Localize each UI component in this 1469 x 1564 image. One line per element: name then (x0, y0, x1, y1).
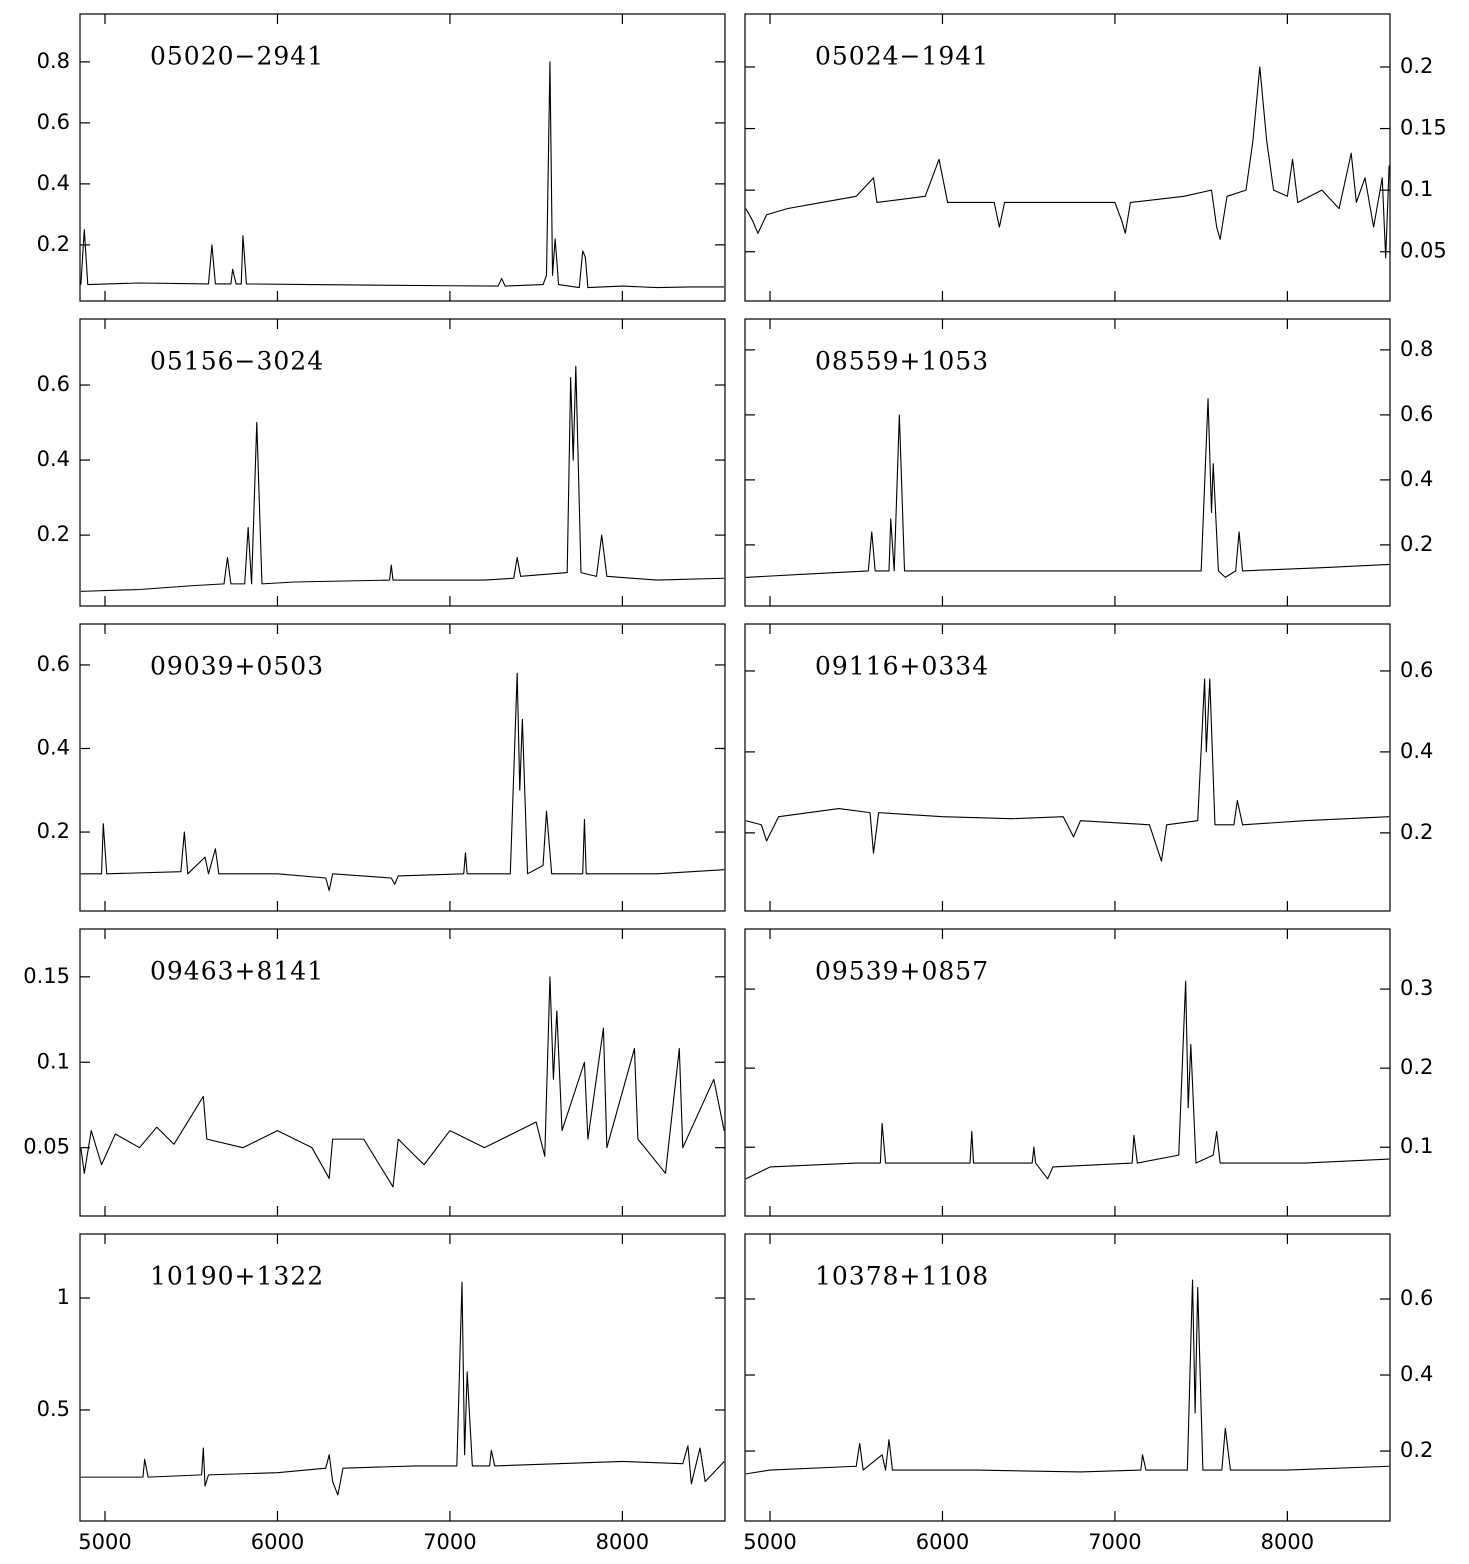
panel-title: 09539+0857 (815, 957, 989, 986)
y-tick-label: 0.6 (37, 372, 70, 396)
x-tick-label: 8000 (1261, 1530, 1314, 1554)
y-tick-label: 0.15 (23, 964, 70, 988)
y-tick-label: 0.2 (1400, 54, 1433, 78)
y-tick-label: 0.4 (37, 447, 70, 471)
spectrum-line (80, 976, 725, 1188)
spectrum-line (745, 66, 1390, 259)
y-tick-label: 0.2 (1400, 1438, 1433, 1462)
y-tick-label: 0.2 (1400, 1055, 1433, 1079)
panel-frame (79, 1233, 726, 1522)
panel-title: 10378+1108 (815, 1262, 989, 1291)
y-tick-label: 0.05 (1400, 239, 1447, 263)
y-tick-label: 0.05 (23, 1135, 70, 1159)
y-tick-label: 0.2 (1400, 532, 1433, 556)
y-tick-label: 0.6 (1400, 402, 1433, 426)
panel-frame (79, 13, 726, 302)
panel-frame (79, 928, 726, 1217)
y-tick-label: 0.4 (1400, 1362, 1433, 1386)
y-tick-label: 0.4 (37, 735, 70, 759)
y-tick-label: 0.8 (37, 49, 70, 73)
x-tick-label: 8000 (596, 1530, 649, 1554)
x-tick-label: 6000 (916, 1530, 969, 1554)
y-tick-label: 0.2 (37, 819, 70, 843)
panel-frame (744, 1233, 1391, 1522)
y-tick-label: 0.6 (1400, 1286, 1433, 1310)
spectrum-line (80, 365, 725, 592)
panel-frame (744, 623, 1391, 912)
x-tick-label: 7000 (1088, 1530, 1141, 1554)
panel-frame (744, 928, 1391, 1217)
y-tick-label: 0.1 (1400, 177, 1433, 201)
x-tick-label: 6000 (251, 1530, 304, 1554)
panel-frame (744, 13, 1391, 302)
y-tick-label: 0.4 (1400, 467, 1433, 491)
x-tick-label: 5000 (743, 1530, 796, 1554)
panel-frame (79, 318, 726, 607)
panel-frame (79, 623, 726, 912)
y-tick-label: 0.1 (1400, 1134, 1433, 1158)
panel-frame (744, 318, 1391, 607)
y-tick-label: 0.4 (37, 171, 70, 195)
panel-title: 09116+0334 (815, 652, 989, 681)
spectrum-line (745, 398, 1390, 578)
y-tick-label: 0.1 (37, 1049, 70, 1073)
spectrum-line (80, 672, 725, 892)
y-tick-label: 0.4 (1400, 739, 1433, 763)
panel-title: 09463+8141 (150, 957, 324, 986)
y-tick-label: 1 (57, 1285, 70, 1309)
y-tick-label: 0.6 (37, 110, 70, 134)
panel-title: 09039+0503 (150, 652, 324, 681)
y-tick-label: 0.15 (1400, 116, 1447, 140)
spectrum-line (745, 1279, 1390, 1475)
x-tick-label: 5000 (78, 1530, 131, 1554)
spectrum-line (745, 980, 1390, 1180)
panel-title: 08559+1053 (815, 347, 989, 376)
y-tick-label: 0.2 (37, 522, 70, 546)
spectrum-line (80, 1281, 725, 1496)
panel-title: 10190+1322 (150, 1262, 324, 1291)
y-tick-label: 0.6 (1400, 658, 1433, 682)
spectrum-line (745, 678, 1390, 862)
y-tick-label: 0.2 (37, 232, 70, 256)
y-tick-label: 0.2 (1400, 820, 1433, 844)
panel-title: 05024−1941 (815, 42, 989, 71)
y-tick-label: 0.6 (37, 652, 70, 676)
panel-title: 05020−2941 (150, 42, 324, 71)
y-tick-label: 0.3 (1400, 976, 1433, 1000)
panel-title: 05156−3024 (150, 347, 324, 376)
x-tick-label: 7000 (423, 1530, 476, 1554)
y-tick-label: 0.8 (1400, 337, 1433, 361)
y-tick-label: 0.5 (37, 1397, 70, 1421)
spectrum-line (80, 61, 725, 289)
